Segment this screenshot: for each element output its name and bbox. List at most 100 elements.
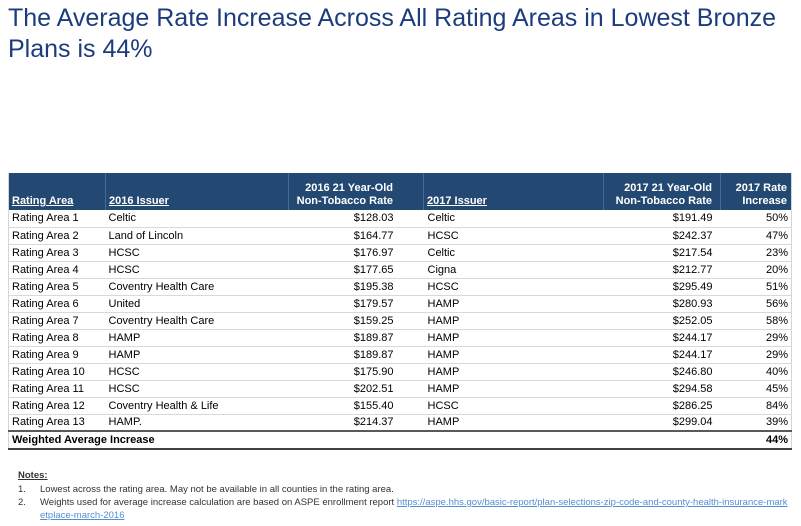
table-row: Rating Area 9 HAMP $189.87 HAMP $244.17 29% — [8, 346, 792, 364]
table-cell: Rating Area 13 — [8, 414, 106, 432]
table-row: Rating Area 13 HAMP. $214.37 HAMP $299.04 39% — [8, 414, 792, 432]
note-item-2: 2. Weights used for average increase cal… — [18, 496, 790, 522]
table-cell: $280.93 — [603, 295, 721, 313]
table-cell: United — [105, 295, 289, 313]
column-header-2017-rate: 2017 21 Year-Old Non-Tobacco Rate — [603, 173, 721, 210]
column-header-2017-issuer: 2017 Issuer — [423, 173, 604, 210]
table-cell: Rating Area 8 — [8, 329, 106, 347]
rate-increase-table: Rating Area 2016 Issuer 2016 21 Year-Old… — [8, 173, 792, 450]
table-cell: Celtic — [105, 210, 289, 228]
table-cell: HAMP — [423, 312, 604, 330]
table-row: Rating Area 10 HCSC $175.90 HAMP $246.80 40% — [8, 363, 792, 381]
table-cell: $244.17 — [603, 329, 721, 347]
table-cell: 50% — [720, 210, 792, 228]
table-cell: HAMP — [423, 329, 604, 347]
table-header-row: Rating Area 2016 Issuer 2016 21 Year-Old… — [8, 173, 792, 210]
table-cell: HCSC — [423, 278, 604, 296]
table-cell: $244.17 — [603, 346, 721, 364]
table-cell: HAMP — [423, 380, 604, 398]
table-cell: HCSC — [105, 380, 289, 398]
table-cell: $295.49 — [603, 278, 721, 296]
table-cell: HCSC — [423, 227, 604, 245]
table-cell: $164.77 — [288, 227, 424, 245]
page-title: The Average Rate Increase Across All Rat… — [8, 4, 777, 63]
table-row: Rating Area 7 Coventry Health Care $159.25… — [8, 312, 792, 330]
table-cell: Rating Area 12 — [8, 397, 106, 415]
table-cell: Rating Area 1 — [8, 210, 106, 228]
weighted-average-label: Weighted Average Increase — [8, 430, 721, 450]
table-cell: HAMP — [423, 346, 604, 364]
table-row: Rating Area 4 HCSC $177.65 Cigna $212.77 20% — [8, 261, 792, 279]
table-cell: $246.80 — [603, 363, 721, 381]
table-cell: $176.97 — [288, 244, 424, 262]
table-cell: 29% — [720, 329, 792, 347]
table-cell: $189.87 — [288, 346, 424, 364]
table-body: Rating Area 1 Celtic $128.03 Celtic $191.49 5… — [8, 210, 792, 432]
table-cell: HCSC — [105, 244, 289, 262]
aspe-report-link[interactable]: https://aspe.hhs.gov/basic-report/plan-s… — [40, 497, 788, 521]
table-cell: $159.25 — [288, 312, 424, 330]
table-row: Rating Area 8 HAMP $189.87 HAMP $244.17 29% — [8, 329, 792, 347]
column-header-2016-issuer: 2016 Issuer — [105, 173, 289, 210]
notes-section: Notes: 1. Lowest across the rating area.… — [18, 469, 790, 522]
table-cell: Celtic — [423, 210, 604, 228]
note-text: Lowest across the rating area. May not b… — [40, 484, 394, 495]
table-cell: HCSC — [105, 363, 289, 381]
table-cell: Coventry Health Care — [105, 278, 289, 296]
note-text: Weights used for average increase calcul… — [40, 496, 790, 522]
table-cell: HAMP — [423, 295, 604, 313]
table-cell: $242.37 — [603, 227, 721, 245]
table-cell: $189.87 — [288, 329, 424, 347]
table-cell: Coventry Health Care — [105, 312, 289, 330]
table-cell: HCSC — [423, 397, 604, 415]
table-cell: 23% — [720, 244, 792, 262]
table-cell: HAMP — [423, 414, 604, 432]
table-cell: HAMP. — [105, 414, 289, 432]
table-cell: $214.37 — [288, 414, 424, 432]
table-cell: $128.03 — [288, 210, 424, 228]
table-cell: Rating Area 6 — [8, 295, 106, 313]
table-row: Rating Area 11 HCSC $202.51 HAMP $294.58 45% — [8, 380, 792, 398]
table-cell: 45% — [720, 380, 792, 398]
table-cell: Rating Area 10 — [8, 363, 106, 381]
table-cell: Rating Area 7 — [8, 312, 106, 330]
table-cell: HAMP — [105, 346, 289, 364]
table-cell: $286.25 — [603, 397, 721, 415]
table-cell: Coventry Health & Life — [105, 397, 289, 415]
table-row: Rating Area 1 Celtic $128.03 Celtic $191.49 5… — [8, 210, 792, 228]
table-cell: 39% — [720, 414, 792, 432]
table-cell: $177.65 — [288, 261, 424, 279]
note-item-1: 1. Lowest across the rating area. May no… — [18, 483, 790, 496]
table-row: Rating Area 2 Land of Lincoln $164.77 HCSC $… — [8, 227, 792, 245]
table-row: Rating Area 5 Coventry Health Care $195.38… — [8, 278, 792, 296]
table-cell: $191.49 — [603, 210, 721, 228]
table-cell: 56% — [720, 295, 792, 313]
table-cell: $195.38 — [288, 278, 424, 296]
table-cell: $252.05 — [603, 312, 721, 330]
column-header-2017-rate-increase: 2017 Rate Increase — [720, 173, 792, 210]
table-cell: HCSC — [105, 261, 289, 279]
table-cell: Rating Area 11 — [8, 380, 106, 398]
table-cell: $212.77 — [603, 261, 721, 279]
table-cell: Celtic — [423, 244, 604, 262]
notes-heading: Notes: — [18, 470, 48, 481]
table-cell: Rating Area 3 — [8, 244, 106, 262]
table-cell: $294.58 — [603, 380, 721, 398]
column-header-2016-rate: 2016 21 Year-Old Non-Tobacco Rate — [288, 173, 424, 210]
table-cell: Rating Area 4 — [8, 261, 106, 279]
table-footer-row: Weighted Average Increase 44% — [8, 430, 792, 450]
table-cell: $217.54 — [603, 244, 721, 262]
note-number: 2. — [18, 497, 26, 508]
table-cell: $175.90 — [288, 363, 424, 381]
note-text-prefix: Weights used for average increase calcul… — [40, 497, 397, 508]
table-cell: Rating Area 9 — [8, 346, 106, 364]
table-cell: 51% — [720, 278, 792, 296]
table-cell: 58% — [720, 312, 792, 330]
table-cell: 84% — [720, 397, 792, 415]
table-cell: Rating Area 5 — [8, 278, 106, 296]
table-cell: 47% — [720, 227, 792, 245]
table-cell: $202.51 — [288, 380, 424, 398]
weighted-average-value: 44% — [720, 430, 792, 450]
table-cell: 29% — [720, 346, 792, 364]
table-cell: Rating Area 2 — [8, 227, 106, 245]
